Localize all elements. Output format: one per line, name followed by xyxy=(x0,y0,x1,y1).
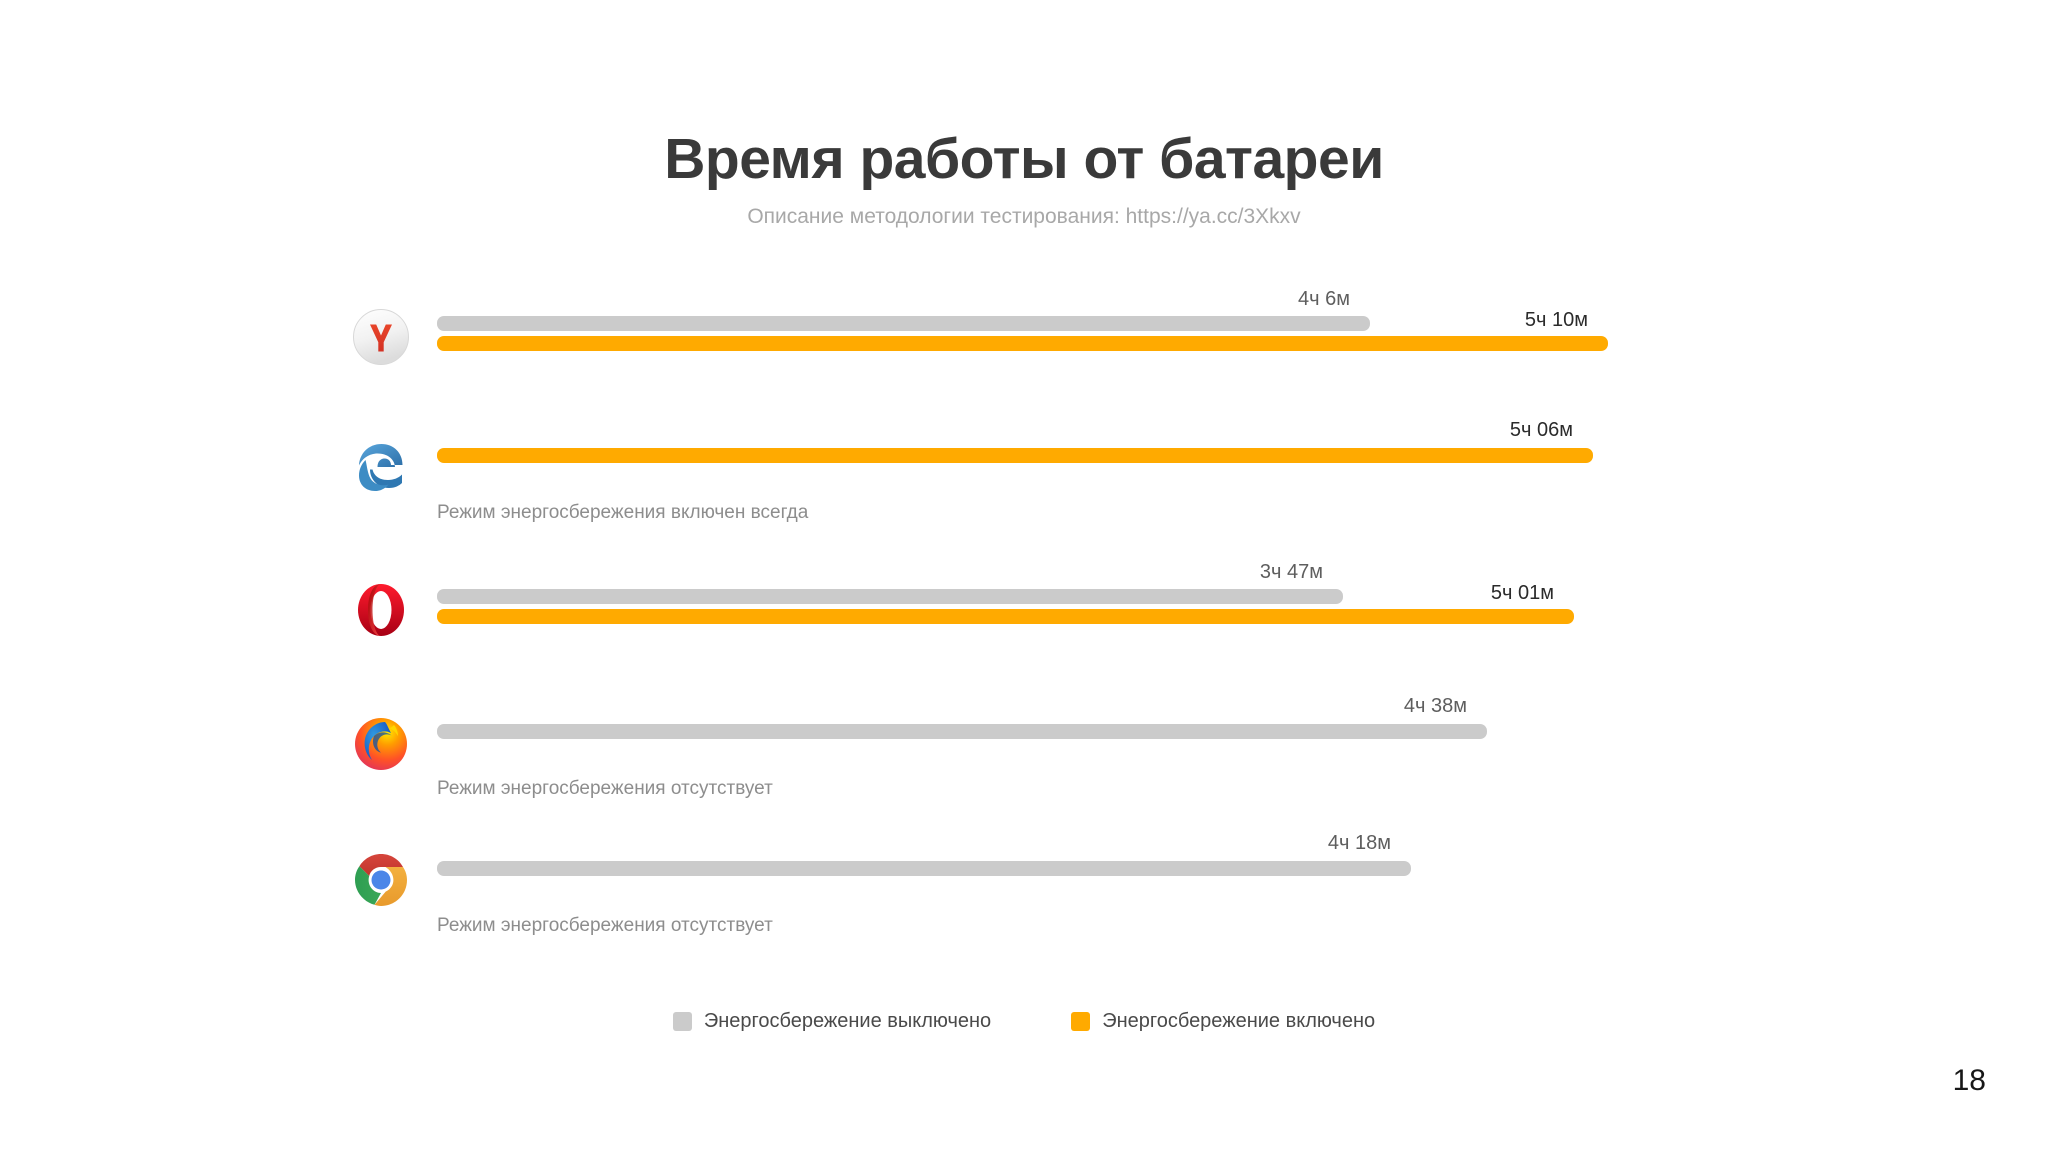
bar-energy-saving-off xyxy=(437,316,1370,331)
square-swatch-gray-icon xyxy=(672,1012,692,1031)
firefox-icon xyxy=(352,714,410,772)
row-note-edge: Режим энергосбережения включен всегда xyxy=(437,502,809,523)
bar-group-edge: 5ч 06м xyxy=(437,420,1997,540)
battery-life-bar-chart: 4ч 6м 5ч 10м xyxy=(0,288,2048,936)
row-note-firefox: Режим энергосбережения отсутствует xyxy=(437,778,773,799)
square-swatch-orange-icon xyxy=(1071,1012,1091,1031)
bar-group-chrome: 4ч 18м xyxy=(437,833,1997,953)
bar-label-energy-saving-off: 4ч 38м xyxy=(1403,695,1467,717)
legend-label: Энергосбережение включено xyxy=(1102,1010,1376,1032)
chart-row-chrome: 4ч 18м Режим энергосбережения отсутствуе… xyxy=(0,833,2048,953)
chrome-icon xyxy=(352,851,410,909)
chart-row-edge: 5ч 06м Режим энергосбережения включен вс… xyxy=(0,420,2048,540)
page-subtitle: Описание методологии тестирования: https… xyxy=(747,204,1301,228)
bar-group-yandex: 4ч 6м 5ч 10м xyxy=(437,288,1997,410)
bar-energy-saving-off xyxy=(437,724,1487,739)
bar-energy-saving-on xyxy=(437,609,1574,624)
bar-energy-saving-on xyxy=(437,336,1608,351)
bar-energy-saving-on xyxy=(437,448,1593,463)
chart-row-opera: 3ч 47м 5ч 01м xyxy=(0,561,2048,683)
row-note-chrome: Режим энергосбережения отсутствует xyxy=(437,915,773,936)
bar-group-opera: 3ч 47м 5ч 01м xyxy=(437,561,1997,683)
bar-group-firefox: 4ч 38м xyxy=(437,696,1997,816)
opera-icon xyxy=(352,581,410,639)
chart-row-firefox: 4ч 38м Режим энергосбережения отсутствуе… xyxy=(0,696,2048,816)
bar-label-energy-saving-on: 5ч 10м xyxy=(1524,309,1588,331)
slide-header: Время работы от батареи Описание методол… xyxy=(0,128,2048,229)
page-title: Время работы от батареи xyxy=(664,127,1384,191)
bar-energy-saving-off xyxy=(437,589,1343,604)
bar-label-energy-saving-off: 4ч 18м xyxy=(1327,832,1391,854)
chart-row-yandex: 4ч 6м 5ч 10м xyxy=(0,288,2048,410)
microsoft-edge-icon xyxy=(352,438,410,496)
bar-energy-saving-off xyxy=(437,861,1411,876)
yandex-browser-icon xyxy=(352,308,410,366)
bar-label-energy-saving-off: 4ч 6м xyxy=(1298,288,1350,310)
legend-item-energy-saving-on: Энергосбережение включено xyxy=(1071,1010,1375,1033)
legend-label: Энергосбережение выключено xyxy=(703,1010,992,1032)
bar-label-energy-saving-off: 3ч 47м xyxy=(1259,561,1323,583)
page-number: 18 xyxy=(1952,1064,1986,1097)
bar-label-energy-saving-on: 5ч 06м xyxy=(1509,419,1573,441)
legend-item-energy-saving-off: Энергосбережение выключено xyxy=(672,1010,992,1033)
chart-legend: Энергосбережение выключено Энергосбереже… xyxy=(0,1010,2048,1033)
bar-label-energy-saving-on: 5ч 01м xyxy=(1490,582,1554,604)
